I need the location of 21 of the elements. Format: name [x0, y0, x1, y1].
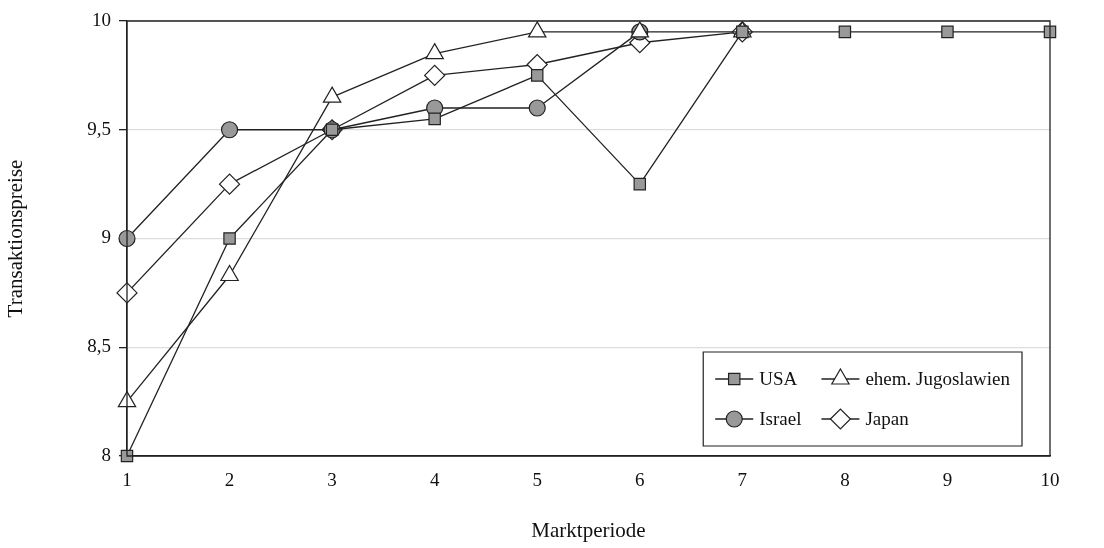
legend-label: ehem. Jugoslawien: [865, 367, 1011, 389]
x-axis-title: Marktperiode: [531, 517, 646, 542]
x-tick-label: 7: [737, 469, 748, 491]
x-tick-label: 3: [327, 469, 337, 491]
x-tick-label: 5: [532, 469, 542, 491]
x-tick-label: 10: [1040, 469, 1060, 491]
y-tick-label: 8: [101, 443, 111, 465]
y-tick-label: 9: [101, 226, 111, 248]
legend-label: USA: [759, 367, 798, 389]
x-tick-label: 8: [840, 469, 850, 491]
y-tick-label: 8,5: [87, 335, 111, 357]
x-tick-label: 2: [224, 469, 235, 491]
y-tick-label: 10: [92, 8, 111, 30]
x-tick-label: 6: [635, 469, 645, 491]
y-tick-label: 9,5: [87, 117, 111, 139]
x-tick-label: 4: [429, 469, 440, 491]
y-axis-title: Transaktionspreise: [3, 159, 28, 318]
legend-label: Israel: [759, 407, 802, 429]
x-tick-label: 1: [122, 469, 132, 491]
x-tick-label: 9: [942, 469, 953, 491]
legend-label: Japan: [865, 407, 910, 429]
